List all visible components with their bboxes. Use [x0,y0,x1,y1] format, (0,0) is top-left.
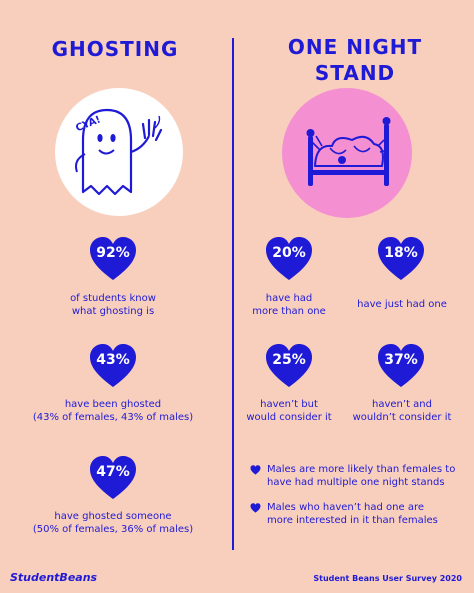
survey-credit: Student Beans User Survey 2020 [313,574,462,583]
stat-heart: 25% [264,343,314,389]
column-divider [232,38,234,550]
ghost-icon: CYA! [74,108,163,196]
stat-heart: 92% [88,236,138,282]
stat-caption: haven’t but would consider it [246,399,332,423]
stat-caption: have ghosted someone (50% of females, 36… [32,511,194,535]
heart-icon [250,465,261,475]
stat-value: 25% [272,352,306,368]
stat-caption: have been ghosted (43% of females, 43% o… [32,399,194,423]
one-night-stand-title: ONE NIGHT STAND [287,35,423,85]
ghost-illustration: CYA! [55,88,183,216]
stat-value: 37% [384,352,418,368]
stat-value: 18% [384,245,418,261]
stat-value: 47% [96,464,130,480]
heart-icon [90,456,136,499]
stat-heart: 43% [88,343,138,389]
stat-heart: 37% [376,343,426,389]
stat-caption: of students know what ghosting is [70,293,156,317]
heart-icon [378,344,424,387]
heart-icon [250,503,261,513]
stat-value: 92% [96,245,130,261]
heart-icon [378,237,424,280]
heart-icon [90,237,136,280]
heart-icon [266,344,312,387]
stat-caption: haven’t and wouldn’t consider it [352,399,452,423]
stat-heart: 47% [88,455,138,501]
bullet-point: Males who haven’t had one are more inter… [250,501,465,527]
brand-logo: StudentBeans [10,571,98,584]
heart-icon [90,344,136,387]
ghosting-title: GHOSTING [51,37,179,61]
stat-caption: have just had one [357,299,447,310]
stat-heart: 20% [264,236,314,282]
bed-icon [306,117,391,186]
bed-illustration [282,88,412,218]
bullet-point: Males are more likely than females to ha… [250,463,465,489]
stat-value: 43% [96,352,130,368]
stat-value: 20% [272,245,306,261]
stat-caption: have had more than one [252,293,326,317]
heart-icon [266,237,312,280]
stat-heart: 18% [376,236,426,282]
